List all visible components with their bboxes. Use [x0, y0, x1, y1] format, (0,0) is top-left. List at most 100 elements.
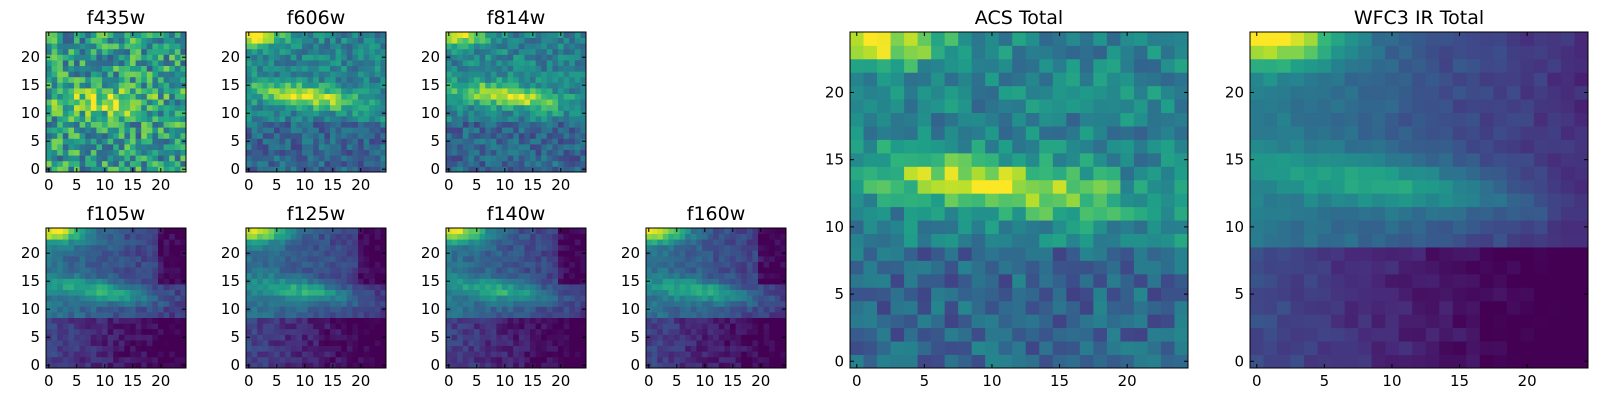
heatmap-cell [558, 239, 564, 246]
heatmap-cell [690, 278, 697, 285]
heatmap-cell [457, 160, 464, 167]
heatmap-cell [574, 88, 581, 94]
heatmap-cell [152, 233, 159, 240]
heatmap-cell [346, 60, 353, 66]
heatmap-cell [107, 82, 114, 89]
heatmap-cell [763, 323, 770, 330]
heatmap-cell [174, 166, 181, 173]
heatmap-cell [146, 256, 153, 262]
heatmap-cell [474, 132, 480, 139]
heatmap-cell [141, 284, 148, 290]
heatmap-cell [79, 166, 86, 173]
heatmap-cell [296, 323, 303, 330]
heatmap-cell [62, 295, 69, 302]
heatmap-cell [279, 37, 286, 44]
heatmap-cell [490, 356, 497, 363]
heatmap-cell [51, 110, 58, 117]
heatmap-cell [502, 345, 508, 352]
heatmap-cell [971, 314, 986, 329]
heatmap-cell [1039, 179, 1054, 194]
heatmap-cell [496, 32, 503, 38]
heatmap-cell [57, 306, 64, 313]
heatmap-cell [541, 132, 548, 139]
heatmap-cell [1025, 354, 1040, 369]
heatmap-cell [451, 295, 458, 302]
heatmap-cell [657, 300, 664, 307]
heatmap-cell [268, 345, 275, 352]
heatmap-cell [113, 244, 120, 251]
heatmap-cell [74, 104, 80, 111]
heatmap-cell [313, 340, 320, 346]
heatmap-cell [1147, 260, 1162, 275]
heatmap-cell [257, 228, 264, 234]
heatmap-cell [158, 160, 164, 167]
heatmap-cell [502, 250, 508, 257]
heatmap-cell [358, 76, 364, 83]
heatmap-cell [496, 60, 503, 66]
heatmap-cell [535, 356, 542, 363]
heatmap-cell [335, 306, 342, 313]
heatmap-cell [574, 127, 581, 134]
heatmap-cell [85, 261, 92, 268]
heatmap-cell [752, 295, 759, 302]
heatmap-cell [998, 247, 1013, 261]
heatmap-cell [646, 340, 652, 346]
heatmap-cell [535, 306, 542, 313]
heatmap-cell [530, 71, 536, 78]
heatmap-cell [174, 289, 181, 296]
heatmap-cell [462, 267, 469, 274]
heatmap-cell [118, 278, 125, 285]
heatmap-cell [530, 37, 536, 44]
heatmap-cell [152, 250, 159, 257]
heatmap-cell [1025, 327, 1040, 342]
heatmap-cell [85, 362, 92, 369]
heatmap-cell [68, 93, 75, 100]
x-tick-label: 0 [244, 176, 254, 194]
heatmap-cell [1066, 193, 1081, 208]
heatmap-cell [651, 334, 658, 341]
heatmap-cell [68, 76, 75, 83]
heatmap-cell [724, 356, 731, 363]
heatmap-cell [296, 278, 303, 285]
panel-title: f160w [687, 203, 746, 225]
x-tick-label: 20 [351, 372, 370, 390]
heatmap-cell [74, 48, 80, 55]
heatmap-cell [90, 328, 97, 335]
heatmap-cell [662, 300, 669, 307]
heatmap-cell [79, 278, 86, 285]
heatmap-cell [141, 82, 148, 89]
heatmap-cell [535, 54, 542, 61]
heatmap-cell [307, 295, 314, 302]
heatmap-cell [307, 149, 314, 156]
heatmap-cell [780, 233, 787, 240]
heatmap-cell [502, 278, 508, 285]
heatmap-cell [580, 160, 587, 167]
heatmap-cell [146, 37, 153, 44]
heatmap-cell [496, 127, 503, 134]
heatmap-cell [141, 127, 148, 134]
heatmap-cell [724, 362, 731, 369]
heatmap-cell [546, 362, 553, 369]
heatmap-cell [451, 104, 458, 111]
heatmap-cell [774, 323, 781, 330]
heatmap-cell [113, 121, 120, 128]
heatmap-cell [485, 323, 492, 330]
heatmap-cell [274, 306, 280, 313]
heatmap-cell [124, 345, 131, 352]
heatmap-cell [558, 272, 564, 279]
heatmap-cell [251, 317, 258, 324]
heatmap-cell [518, 149, 525, 156]
heatmap-cell [135, 116, 142, 122]
heatmap-cell [541, 54, 548, 61]
heatmap-cell [1174, 260, 1189, 275]
heatmap-cell [380, 312, 387, 318]
heatmap-cell [741, 284, 748, 290]
heatmap-cell [524, 104, 531, 111]
heatmap-cell [85, 144, 92, 150]
heatmap-cell [262, 278, 269, 285]
heatmap-cell [563, 132, 570, 139]
heatmap-cell [668, 284, 675, 290]
heatmap-cell [102, 356, 108, 363]
heatmap-cell [135, 155, 142, 162]
heatmap-cell [262, 284, 269, 290]
